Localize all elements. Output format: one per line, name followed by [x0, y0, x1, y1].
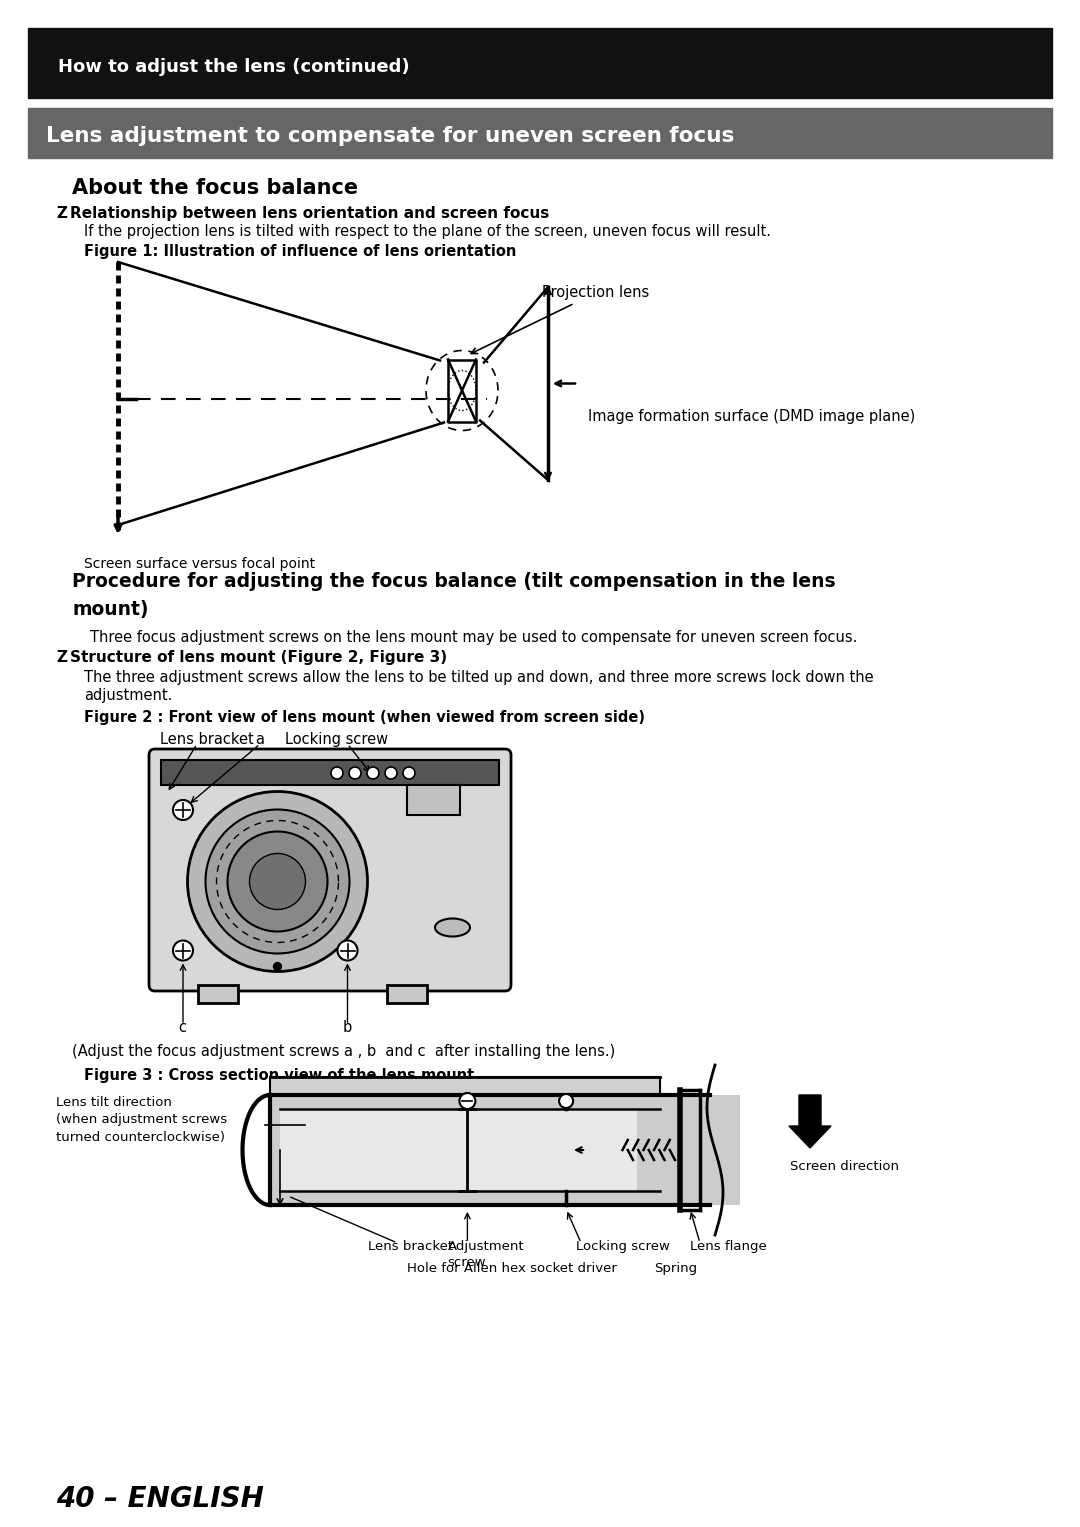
- FancyBboxPatch shape: [149, 750, 511, 991]
- Text: Figure 3 : Cross section view of the lens mount: Figure 3 : Cross section view of the len…: [84, 1067, 474, 1083]
- Bar: [28, 27, 1052, 98]
- Circle shape: [330, 767, 343, 779]
- Circle shape: [173, 800, 193, 820]
- Text: Locking screw: Locking screw: [285, 731, 388, 747]
- Text: Projection lens: Projection lens: [471, 286, 649, 354]
- Text: If the projection lens is tilted with respect to the plane of the screen, uneven: If the projection lens is tilted with re…: [84, 224, 771, 240]
- Text: Figure 1: Illustration of influence of lens orientation: Figure 1: Illustration of influence of l…: [84, 244, 516, 260]
- Circle shape: [337, 941, 357, 960]
- Text: Locking screw: Locking screw: [576, 1240, 670, 1254]
- Circle shape: [459, 1093, 475, 1109]
- Text: Screen surface versus focal point: Screen surface versus focal point: [84, 557, 315, 571]
- Text: Z: Z: [56, 651, 67, 664]
- Text: Figure 2 : Front view of lens mount (when viewed from screen side): Figure 2 : Front view of lens mount (whe…: [84, 710, 645, 725]
- Circle shape: [188, 791, 367, 971]
- Text: How to adjust the lens (continued): How to adjust the lens (continued): [58, 58, 409, 75]
- Ellipse shape: [435, 919, 470, 936]
- Bar: [161, 760, 499, 785]
- Text: About the focus balance: About the focus balance: [72, 179, 359, 199]
- Circle shape: [559, 1093, 573, 1109]
- Text: Lens tilt direction
(when adjustment screws
turned counterclockwise): Lens tilt direction (when adjustment scr…: [56, 1095, 227, 1145]
- Circle shape: [249, 854, 306, 910]
- Text: adjustment.: adjustment.: [84, 689, 173, 702]
- Circle shape: [228, 832, 327, 931]
- Circle shape: [349, 767, 361, 779]
- Text: Hole for Allen hex socket driver: Hole for Allen hex socket driver: [407, 1261, 618, 1275]
- Text: The three adjustment screws allow the lens to be tilted up and down, and three m: The three adjustment screws allow the le…: [84, 670, 874, 686]
- Circle shape: [273, 962, 282, 971]
- FancyArrow shape: [789, 1095, 831, 1148]
- Text: Z: Z: [56, 206, 67, 221]
- Bar: [28, 108, 1052, 157]
- Circle shape: [205, 809, 350, 953]
- Text: Three focus adjustment screws on the lens mount may be used to compensate for un: Three focus adjustment screws on the len…: [90, 631, 858, 644]
- Circle shape: [384, 767, 397, 779]
- Bar: [387, 985, 427, 1003]
- Text: Structure of lens mount (Figure 2, Figure 3): Structure of lens mount (Figure 2, Figur…: [70, 651, 447, 664]
- Text: Lens bracket: Lens bracket: [160, 731, 254, 747]
- Bar: [270, 1077, 660, 1095]
- Text: Lens adjustment to compensate for uneven screen focus: Lens adjustment to compensate for uneven…: [46, 125, 734, 145]
- Text: b: b: [342, 1020, 352, 1035]
- Text: Procedure for adjusting the focus balance (tilt compensation in the lens: Procedure for adjusting the focus balanc…: [72, 573, 836, 591]
- Text: mount): mount): [72, 600, 149, 618]
- Text: 40 – ENGLISH: 40 – ENGLISH: [56, 1484, 264, 1513]
- Text: Lens bracket: Lens bracket: [367, 1240, 453, 1254]
- Text: c: c: [178, 1020, 186, 1035]
- Text: Spring: Spring: [654, 1261, 697, 1275]
- Circle shape: [403, 767, 415, 779]
- Text: Image formation surface (DMD image plane): Image formation surface (DMD image plane…: [588, 409, 915, 423]
- Circle shape: [367, 767, 379, 779]
- Circle shape: [173, 941, 193, 960]
- Bar: [407, 785, 459, 815]
- Text: (Adjust the focus adjustment screws a , b  and c  after installing the lens.): (Adjust the focus adjustment screws a , …: [72, 1044, 616, 1060]
- Bar: [280, 1109, 637, 1191]
- Text: Lens flange: Lens flange: [690, 1240, 767, 1254]
- Text: Screen direction: Screen direction: [789, 1161, 899, 1173]
- Bar: [270, 1095, 740, 1205]
- Text: Relationship between lens orientation and screen focus: Relationship between lens orientation an…: [70, 206, 550, 221]
- Text: a: a: [255, 731, 264, 747]
- Text: Adjustment
screw: Adjustment screw: [447, 1240, 524, 1269]
- Bar: [198, 985, 238, 1003]
